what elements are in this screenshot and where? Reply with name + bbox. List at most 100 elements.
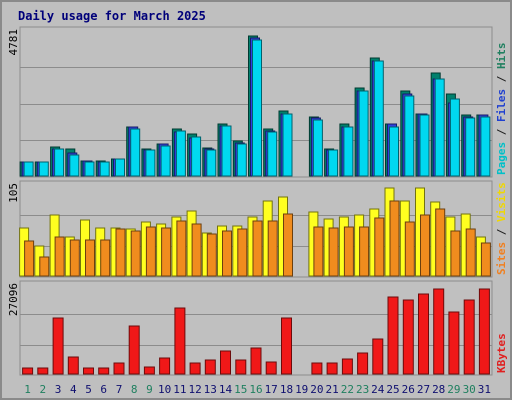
series-kbytes [22, 288, 490, 375]
x-tick-label-day-5: 5 [85, 383, 92, 396]
bar-pages-day-28 [434, 78, 445, 177]
x-tick-label-day-24: 24 [371, 383, 385, 396]
bar-kbytes-day-1 [22, 367, 34, 375]
bar-pages-day-30 [465, 117, 476, 177]
bar-kbytes-day-29 [448, 311, 460, 375]
bar-pages-day-21 [328, 149, 339, 177]
bar-kbytes-day-3 [52, 317, 64, 375]
bar-kbytes-day-23 [357, 352, 369, 375]
bar-kbytes-day-20 [311, 362, 323, 375]
x-tick-label-day-15: 15 [234, 383, 247, 396]
bar-kbytes-day-15 [235, 359, 247, 375]
x-tick-label-day-13: 13 [204, 383, 217, 396]
bar-sites-day-31 [480, 242, 491, 277]
bar-pages-day-31 [480, 116, 491, 177]
series-pages [23, 39, 491, 177]
legend-part: / [495, 122, 508, 142]
x-tick-label-day-28: 28 [432, 383, 445, 396]
x-tick-label-day-1: 1 [24, 383, 31, 396]
bar-pages-day-24 [373, 60, 384, 177]
bar-pages-day-6 [99, 161, 110, 177]
bar-pages-day-13 [206, 149, 217, 177]
bar-pages-day-4 [69, 154, 80, 177]
bar-kbytes-day-5 [83, 367, 94, 375]
bar-pages-day-3 [54, 148, 65, 177]
x-tick-label-day-18: 18 [280, 383, 293, 396]
x-tick-label-day-27: 27 [417, 383, 430, 396]
bar-sites-day-24 [374, 217, 385, 277]
bar-kbytes-day-4 [67, 356, 79, 375]
bar-pages-day-14 [221, 125, 232, 177]
panel-1: 4781 Pages / Files / Hits [7, 26, 508, 178]
bar-sites-day-30 [465, 228, 476, 277]
bar-kbytes-day-30 [463, 299, 475, 375]
bar-pages-day-12 [191, 136, 202, 177]
x-tick-label-day-7: 7 [116, 383, 123, 396]
chart-title: Daily usage for March 2025 [18, 9, 206, 23]
series-legend-label: KBytes [495, 333, 508, 373]
bar-kbytes-day-6 [98, 367, 110, 375]
legend-part: / [495, 69, 508, 89]
bar-pages-day-11 [175, 130, 186, 177]
bar-pages-day-26 [404, 95, 415, 177]
bar-sites-day-21 [328, 227, 339, 277]
series-legend-label: Pages / Files / Hits [495, 43, 508, 176]
series-legend-label: Sites / Visits [495, 182, 508, 275]
bar-sites-day-3 [54, 236, 65, 277]
bar-kbytes-day-21 [326, 362, 338, 375]
bar-sites-day-4 [69, 239, 80, 277]
x-tick-label-day-11: 11 [173, 383, 186, 396]
bar-sites-day-14 [222, 230, 232, 277]
x-tick-label-day-3: 3 [55, 383, 62, 396]
bar-pages-day-18 [282, 113, 293, 177]
bar-sites-day-25 [389, 200, 400, 277]
bar-pages-day-15 [236, 143, 247, 177]
bar-sites-day-1 [24, 240, 35, 277]
x-tick-label-day-14: 14 [219, 383, 233, 396]
bar-pages-day-1 [23, 161, 34, 177]
bar-sites-day-26 [404, 221, 415, 277]
legend-part: Sites [495, 242, 508, 275]
x-tick-label-day-30: 30 [463, 383, 476, 396]
series-sites [24, 200, 491, 277]
bar-kbytes-day-25 [387, 296, 399, 375]
legend-part: Hits [495, 43, 508, 70]
bar-pages-day-9 [145, 149, 156, 177]
bar-sites-day-29 [450, 230, 461, 277]
bar-kbytes-day-8 [128, 325, 140, 375]
panel-3: 27096 KBytes [7, 280, 508, 376]
bar-kbytes-day-14 [220, 350, 231, 375]
bar-sites-day-8 [130, 230, 141, 277]
bar-kbytes-day-22 [341, 358, 353, 375]
bar-sites-day-20 [313, 226, 324, 277]
bar-pages-day-8 [130, 128, 141, 177]
bar-sites-day-18 [283, 213, 293, 277]
bar-kbytes-day-13 [204, 359, 216, 375]
x-tick-label-day-23: 23 [356, 383, 369, 396]
bar-sites-day-17 [267, 220, 278, 277]
x-tick-label-day-2: 2 [39, 383, 46, 396]
bar-sites-day-10 [161, 227, 172, 277]
bar-pages-day-10 [160, 145, 171, 177]
y-max-label: 105 [7, 183, 20, 203]
bar-kbytes-day-12 [189, 362, 201, 375]
x-tick-label-day-20: 20 [310, 383, 323, 396]
bar-sites-day-15 [237, 228, 248, 277]
bar-sites-day-23 [359, 226, 370, 277]
x-tick-label-day-10: 10 [158, 383, 171, 396]
x-tick-label-day-31: 31 [478, 383, 491, 396]
bar-sites-day-13 [206, 233, 217, 277]
bar-kbytes-day-9 [143, 366, 155, 375]
bar-pages-day-5 [84, 161, 95, 177]
legend-part: Pages [495, 142, 508, 175]
bar-kbytes-day-24 [372, 338, 384, 375]
x-tick-label-day-19: 19 [295, 383, 308, 396]
legend-part: / [495, 222, 508, 242]
x-tick-label-day-22: 22 [341, 383, 354, 396]
bar-pages-day-27 [419, 114, 430, 177]
panel-2: 105 Sites / Visits [7, 180, 508, 278]
chart-panels: 4781 Pages / Files / Hits 105 Sites / Visit… [7, 26, 508, 376]
x-tick-label-day-9: 9 [146, 383, 153, 396]
bar-kbytes-day-18 [281, 317, 292, 375]
bar-sites-day-9 [145, 226, 156, 277]
